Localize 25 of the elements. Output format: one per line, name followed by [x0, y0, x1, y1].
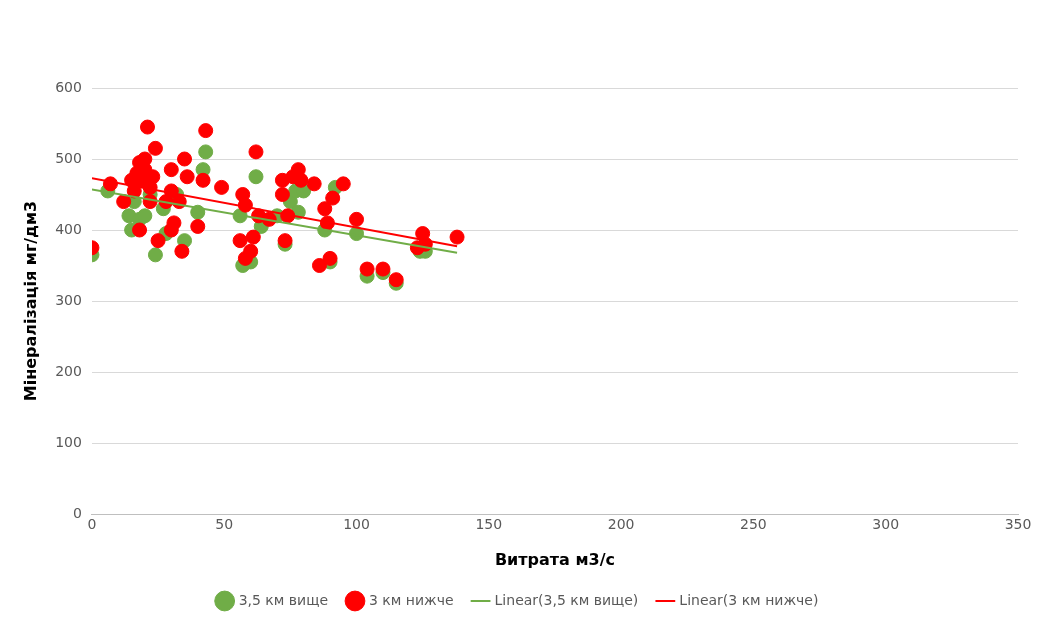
legend-label: 3 км нижче [368, 591, 454, 608]
point [198, 144, 214, 160]
x-tick-label: 250 [740, 516, 767, 533]
x-tick-label: 150 [475, 516, 503, 533]
y-axis-title: Мінералізація мг/дм3 [20, 200, 40, 402]
point [137, 208, 153, 224]
x-axis-title: Витрата м3/с [494, 549, 616, 569]
y-tick-label: 100 [55, 433, 82, 450]
legend-label: 3,5 км вище [238, 591, 328, 608]
y-tick-label: 300 [55, 291, 82, 308]
point [147, 247, 163, 263]
y-tick-label: 600 [55, 78, 82, 95]
x-tick-label: 50 [215, 516, 234, 533]
legend-label: Linear(3,5 км вище) [494, 591, 639, 608]
x-tick-label: 350 [1004, 516, 1032, 533]
x-tick-label: 200 [607, 516, 635, 533]
y-tick-label: 500 [55, 149, 82, 166]
y-tick-label: 0 [73, 504, 82, 521]
y-tick-label: 200 [55, 362, 82, 379]
legend-label: Linear(3 км нижче) [679, 591, 819, 608]
x-tick-label: 300 [872, 516, 900, 533]
x-tick-label: 0 [87, 516, 97, 533]
y-tick-label: 400 [55, 220, 82, 237]
x-tick-label: 100 [343, 516, 370, 533]
point [248, 169, 264, 185]
